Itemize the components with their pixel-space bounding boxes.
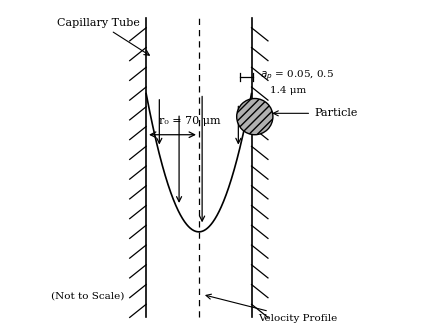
- Text: Capillary Tube: Capillary Tube: [57, 18, 149, 55]
- Text: Velocity Profile: Velocity Profile: [206, 294, 338, 323]
- Text: (Not to Scale): (Not to Scale): [51, 292, 124, 301]
- Circle shape: [237, 99, 273, 135]
- Text: r₀ = 70 μm: r₀ = 70 μm: [159, 117, 221, 126]
- Text: $a_p$ = 0.05, 0.5: $a_p$ = 0.05, 0.5: [260, 69, 334, 82]
- Text: Particle: Particle: [273, 108, 357, 118]
- Text: 1.4 μm: 1.4 μm: [270, 86, 306, 95]
